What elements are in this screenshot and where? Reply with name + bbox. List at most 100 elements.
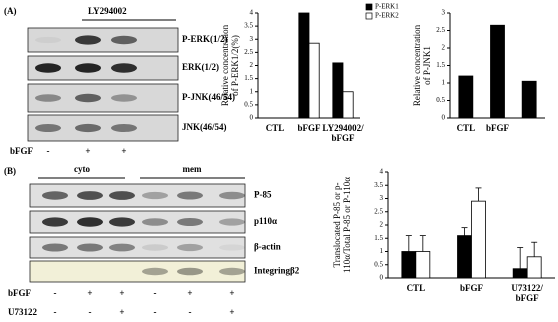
band [142, 218, 168, 226]
treatment-sign: - [54, 307, 57, 317]
y-axis-label: Relative concentrationof P-ERK1/2(%) [220, 24, 240, 106]
blot [29, 210, 246, 234]
band [177, 243, 203, 252]
treatment-label: bFGF [8, 288, 32, 298]
blot-label: JNK(46/54) [182, 122, 227, 132]
y-tick-label: 2 [250, 61, 254, 69]
band [219, 244, 245, 251]
y-axis-label: Relative concentrationof P-JNK1 [412, 24, 432, 106]
x-tick-label: CTL [457, 123, 476, 133]
error-bar [475, 187, 482, 202]
y-tick-label: 0.5 [374, 260, 383, 268]
treatment-sign: - [89, 307, 92, 317]
band [177, 218, 203, 226]
band [177, 267, 203, 276]
bar [521, 80, 537, 119]
band [42, 191, 68, 200]
legend-label: P-ERK2 [375, 12, 399, 20]
error-bar [461, 227, 468, 236]
y-tick-label: 1.5 [244, 74, 253, 82]
band [111, 63, 137, 73]
band [77, 243, 103, 252]
bar [308, 42, 320, 119]
band [142, 244, 168, 251]
blot [29, 183, 246, 208]
band [35, 94, 61, 102]
bar [526, 256, 542, 279]
bar [401, 251, 417, 279]
x-tick-label: bFGF [460, 283, 484, 293]
band [35, 36, 61, 44]
band [219, 267, 245, 276]
blot-label: P-85 [254, 190, 272, 200]
fraction-label: mem [183, 164, 202, 174]
x-tick-label: bFGF [297, 123, 321, 133]
blot [29, 236, 246, 259]
band [35, 63, 61, 73]
y-tick-label: 3 [380, 194, 384, 202]
band [109, 217, 135, 227]
treatment-label: U73122 [8, 307, 37, 317]
band [142, 191, 168, 200]
blot [29, 260, 246, 283]
band [111, 94, 137, 102]
y-tick-label: 3 [250, 35, 254, 43]
bar [490, 24, 505, 119]
blot [27, 27, 179, 53]
y-tick-label: 2 [442, 44, 446, 52]
treatment-sign: - [154, 307, 157, 317]
bar [457, 235, 472, 279]
y-tick-label: 0 [250, 114, 254, 122]
treatment-sign: + [229, 288, 234, 298]
error-bar [405, 235, 412, 252]
bar [298, 12, 310, 119]
blot [27, 83, 179, 113]
treatment-sign: - [54, 288, 57, 298]
y-axis-label: Translocated P-85 or p-110α/Total P-85 o… [332, 177, 352, 273]
y-tick-label: 2 [380, 221, 384, 229]
y-tick-label: 4 [380, 168, 384, 176]
blot-label: p110α [254, 216, 277, 226]
band [75, 35, 101, 45]
x-tick-label: bFGF [486, 123, 510, 133]
bar [512, 268, 528, 279]
treatment-sign: - [154, 288, 157, 298]
y-tick-label: 0.5 [244, 100, 253, 108]
treatment-sign: + [187, 288, 192, 298]
error-bar [517, 247, 524, 269]
y-tick-label: 2.5 [374, 207, 383, 215]
bar [415, 251, 431, 279]
blot-label: P-JNK(46/54) [182, 92, 235, 102]
band [75, 63, 101, 73]
treatment-label: bFGF [10, 146, 34, 156]
band [77, 217, 103, 227]
y-tick-label: 1 [442, 79, 446, 87]
bar [342, 91, 354, 119]
y-tick-label: 3.5 [244, 22, 253, 30]
error-bar [531, 241, 538, 257]
x-tick-label: U73122/bFGF [511, 283, 543, 303]
x-tick-label: CTL [407, 283, 426, 293]
treatment-sign: + [229, 307, 234, 317]
legend-swatch [365, 3, 373, 11]
treatment-sign: + [87, 288, 92, 298]
band [109, 191, 135, 200]
band [177, 191, 203, 200]
blot-label: Integringβ2 [254, 266, 300, 276]
band [35, 124, 61, 132]
band [111, 124, 137, 132]
y-tick-label: 3.5 [374, 181, 383, 189]
treatment-sign: - [189, 307, 192, 317]
y-tick-label: 1.5 [436, 61, 445, 69]
panel-label: (B) [4, 166, 16, 176]
legend-label: P-ERK1 [375, 3, 399, 11]
y-tick-label: 0 [380, 274, 384, 282]
bar [332, 62, 344, 119]
band [75, 123, 101, 133]
band [142, 267, 168, 276]
bar [471, 200, 486, 279]
y-tick-label: 4 [250, 9, 254, 17]
x-tick-label: CTL [266, 123, 285, 133]
treatment-sign: + [119, 307, 124, 317]
